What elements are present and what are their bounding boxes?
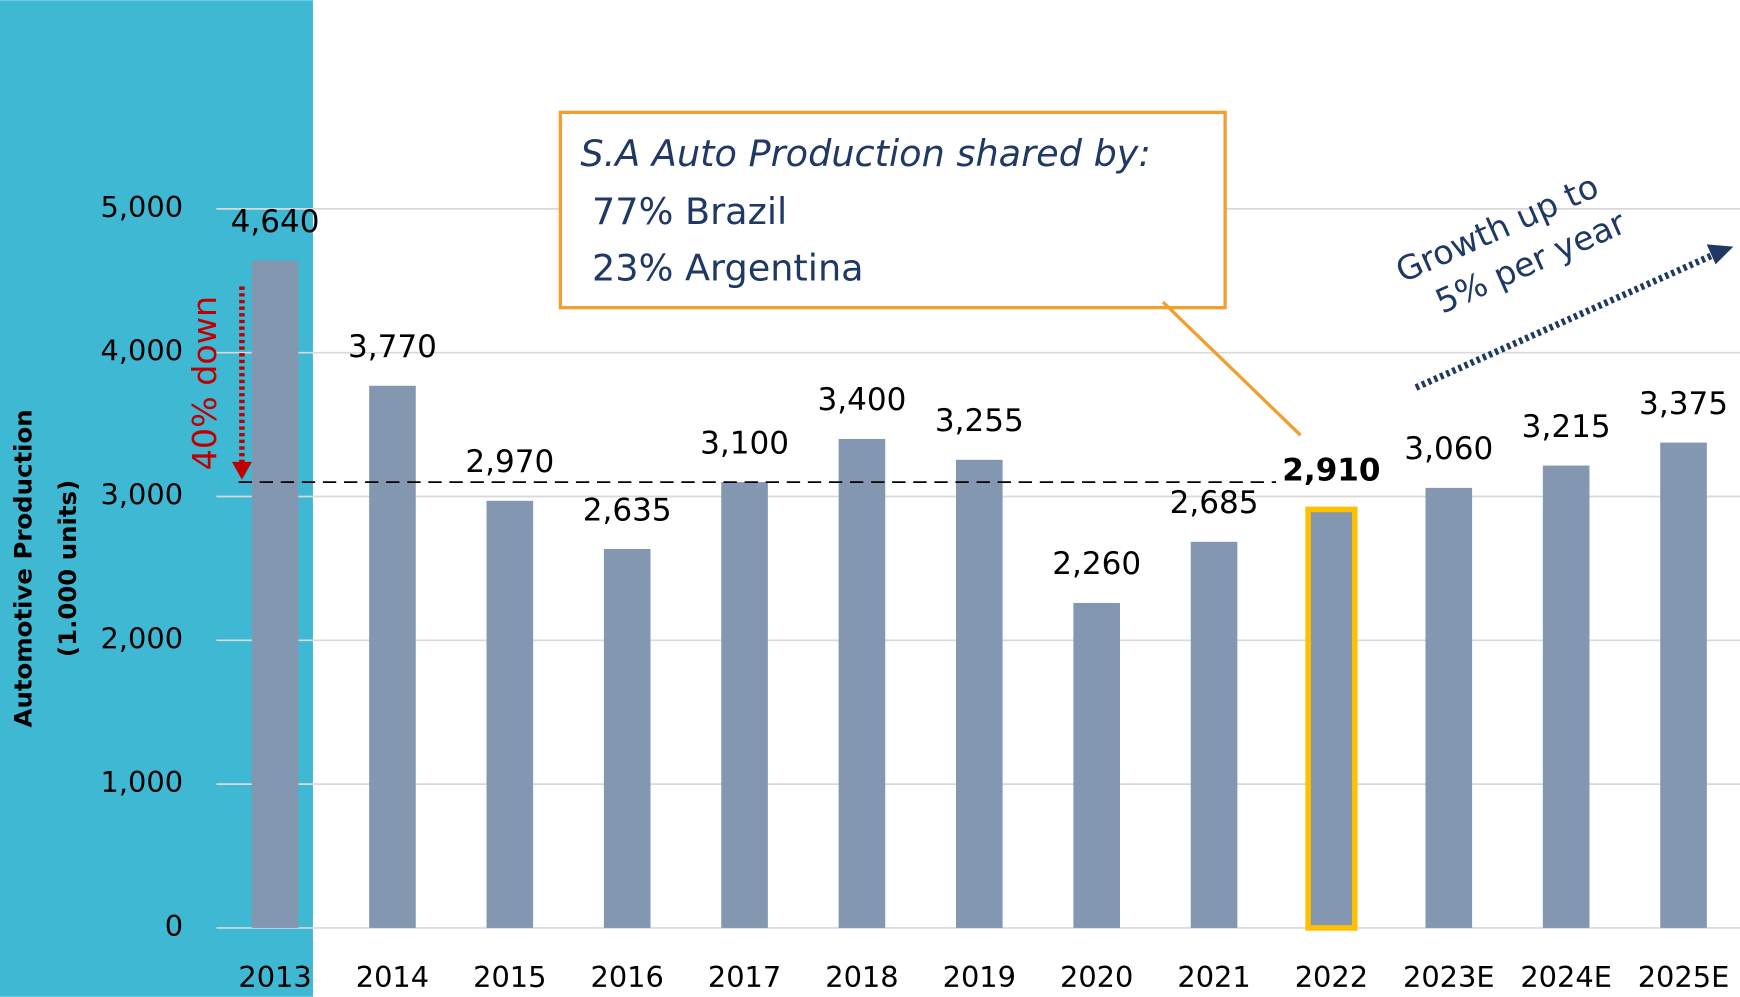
x-tick-label: 2023E xyxy=(1403,960,1495,994)
callout-text: 77% Brazil xyxy=(580,190,787,233)
bar xyxy=(721,482,768,928)
x-tick-label: 2016 xyxy=(590,960,663,994)
y-tick-label: 4,000 xyxy=(101,334,184,368)
value-label: 3,400 xyxy=(817,382,906,418)
x-tick-label: 2025E xyxy=(1638,960,1730,994)
value-label: 3,770 xyxy=(348,329,437,365)
growth-arrowhead xyxy=(1706,244,1734,265)
x-tick-label: 2019 xyxy=(943,960,1016,994)
bar xyxy=(1425,487,1473,928)
x-tick-label: 2013 xyxy=(238,960,311,994)
y-tick-label: 3,000 xyxy=(101,478,184,512)
value-label: 2,635 xyxy=(583,492,672,528)
x-tick-label: 2022 xyxy=(1295,960,1368,994)
x-tick-label: 2018 xyxy=(825,960,898,994)
x-tick-label: 2024E xyxy=(1520,960,1612,994)
bar xyxy=(251,260,299,928)
callout-text: S.A Auto Production shared by: xyxy=(580,132,1150,175)
bar xyxy=(486,500,534,928)
value-label: 3,375 xyxy=(1639,386,1728,422)
bar xyxy=(603,548,651,928)
decline-arrowhead xyxy=(231,461,252,480)
y-axis-label: Automotive Production xyxy=(8,409,37,727)
growth-arrow xyxy=(1414,251,1716,391)
callout-box xyxy=(558,110,1227,310)
bar xyxy=(369,385,416,928)
value-label: 2,685 xyxy=(1170,485,1259,521)
value-label: 3,255 xyxy=(935,403,1024,439)
y-axis-label: (1.000 units) xyxy=(53,480,82,657)
bar xyxy=(1073,602,1120,928)
bar xyxy=(1190,541,1238,928)
callout-pointer xyxy=(1161,300,1302,437)
value-label: 3,060 xyxy=(1404,431,1493,467)
x-tick-label: 2017 xyxy=(708,960,781,994)
value-label: 4,640 xyxy=(231,204,320,240)
x-tick-label: 2015 xyxy=(473,960,546,994)
y-tick-label: 0 xyxy=(165,909,183,943)
x-tick-label: 2021 xyxy=(1177,960,1250,994)
bar xyxy=(1660,442,1707,928)
bar xyxy=(1305,506,1358,931)
value-label: 2,910 xyxy=(1282,453,1380,489)
decline-label: 40% down xyxy=(185,296,224,470)
value-label: 3,215 xyxy=(1522,409,1611,445)
y-tick-label: 2,000 xyxy=(101,621,184,655)
x-tick-label: 2014 xyxy=(356,960,429,994)
value-label: 2,970 xyxy=(465,444,554,480)
bar xyxy=(956,459,1003,928)
y-tick-label: 5,000 xyxy=(101,190,184,224)
bar xyxy=(838,438,886,928)
value-label: 2,260 xyxy=(1052,546,1141,582)
x-tick-label: 2020 xyxy=(1060,960,1133,994)
value-label: 3,100 xyxy=(700,425,789,461)
callout-text: 23% Argentina xyxy=(580,246,863,289)
y-tick-label: 1,000 xyxy=(101,765,184,799)
bar xyxy=(1542,465,1590,928)
